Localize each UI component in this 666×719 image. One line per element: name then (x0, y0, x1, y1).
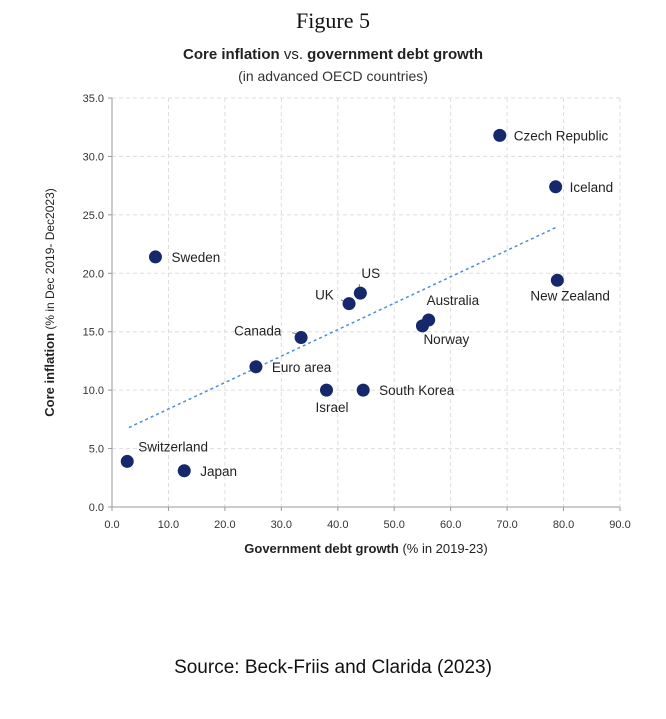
point-us (353, 286, 367, 300)
scatter-chart: 0.0 5.0 10.0 15.0 20.0 25.0 30.0 35.0 0.0 10.0 20.… (42, 93, 631, 556)
point-israel (319, 383, 333, 397)
point-label-euro-area: Euro area (272, 360, 332, 375)
chart-title-part1: Core inflation (182, 46, 280, 63)
x-tick-label: 70.0 (496, 519, 517, 531)
point-label-japan: Japan (200, 464, 237, 479)
y-axis-title-bold: Core inflation (42, 333, 57, 417)
chart-subtitle: (in advanced OECD countries) (238, 68, 428, 84)
point-new-zealand (550, 273, 564, 287)
x-tick-label: 40.0 (327, 519, 348, 531)
chart-title-part3: government debt growth (307, 46, 484, 63)
point-south-korea (356, 383, 370, 397)
chart-title: Core inflation vs. government debt growt… (0, 46, 666, 63)
y-tick-label: 30.0 (83, 151, 104, 163)
point-sweden (148, 250, 162, 264)
y-tick-label: 5.0 (89, 444, 104, 456)
x-axis-title-bold: Government debt growth (244, 541, 399, 556)
x-tick-label: 0.0 (104, 519, 119, 531)
point-label-norway: Norway (423, 332, 469, 347)
chart-title-part2: vs. (279, 46, 308, 63)
point-label-south-korea: South Korea (379, 383, 455, 398)
point-label-switzerland: Switzerland (138, 439, 208, 454)
point-label-uk: UK (315, 288, 334, 303)
y-axis-title-rest: (% in Dec 2019- Dec2023) (43, 188, 57, 333)
point-label-czech-republic: Czech Republic (514, 128, 609, 143)
point-label-iceland: Iceland (570, 180, 614, 195)
point-label-new-zealand: New Zealand (530, 288, 610, 303)
point-label-australia: Australia (427, 293, 480, 308)
x-axis-title-rest: (% in 2019-23) (399, 541, 488, 556)
x-tick-label: 90.0 (609, 519, 630, 531)
point-japan (177, 464, 191, 478)
point-label-israel: Israel (315, 400, 348, 415)
x-tick-label: 30.0 (271, 519, 292, 531)
source-note: Source: Beck-Friis and Clarida (2023) (174, 657, 492, 678)
point-euro-area (249, 360, 263, 374)
point-label-sweden: Sweden (171, 250, 220, 265)
x-tick-label: 50.0 (384, 519, 405, 531)
y-axis-title: Core inflation (% in Dec 2019- Dec2023) (42, 188, 57, 417)
point-label-us: US (361, 266, 380, 281)
point-canada (294, 331, 308, 345)
x-axis-title: Government debt growth (% in 2019-23) (244, 541, 487, 556)
y-tick-label: 20.0 (83, 268, 104, 280)
trendline (128, 225, 559, 429)
y-tick-label: 35.0 (83, 93, 104, 105)
x-tick-label: 20.0 (214, 519, 235, 531)
x-tick-label: 80.0 (553, 519, 574, 531)
x-tick-label: 10.0 (158, 519, 179, 531)
point-iceland (549, 180, 563, 194)
point-norway (415, 319, 429, 333)
figure-label: Figure 5 (296, 8, 370, 33)
y-tick-label: 15.0 (83, 327, 104, 339)
point-uk (342, 297, 356, 311)
y-tick-label: 25.0 (83, 210, 104, 222)
point-switzerland (120, 454, 134, 468)
point-label-canada: Canada (234, 324, 282, 339)
x-tick-label: 60.0 (440, 519, 461, 531)
point-czech-republic (493, 128, 507, 142)
y-tick-label: 10.0 (83, 385, 104, 397)
y-tick-label: 0.0 (89, 502, 104, 514)
